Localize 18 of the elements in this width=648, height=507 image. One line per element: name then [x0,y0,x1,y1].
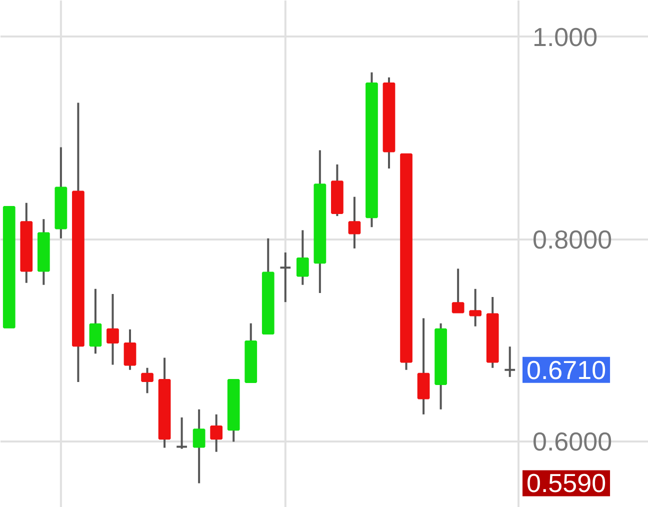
candlestick [176,416,188,450]
y-tick-label: 1.000 [532,22,598,52]
text: 0.5590 [526,468,606,498]
candlestick [141,366,154,394]
candlestick [89,288,102,355]
candlestick [296,229,309,286]
candlestick [192,408,206,484]
candlestick [452,268,464,314]
text: 0.6710 [526,354,606,385]
y-tick-label: 0.8000 [532,224,612,254]
candlestick [469,288,482,328]
candlestick [106,292,119,366]
candlestick [279,251,292,304]
candlestick [504,346,516,378]
candlestick [210,413,223,453]
candlestick [348,196,361,250]
candlestick [124,328,136,371]
y-tick-label: 0.6000 [532,426,612,457]
